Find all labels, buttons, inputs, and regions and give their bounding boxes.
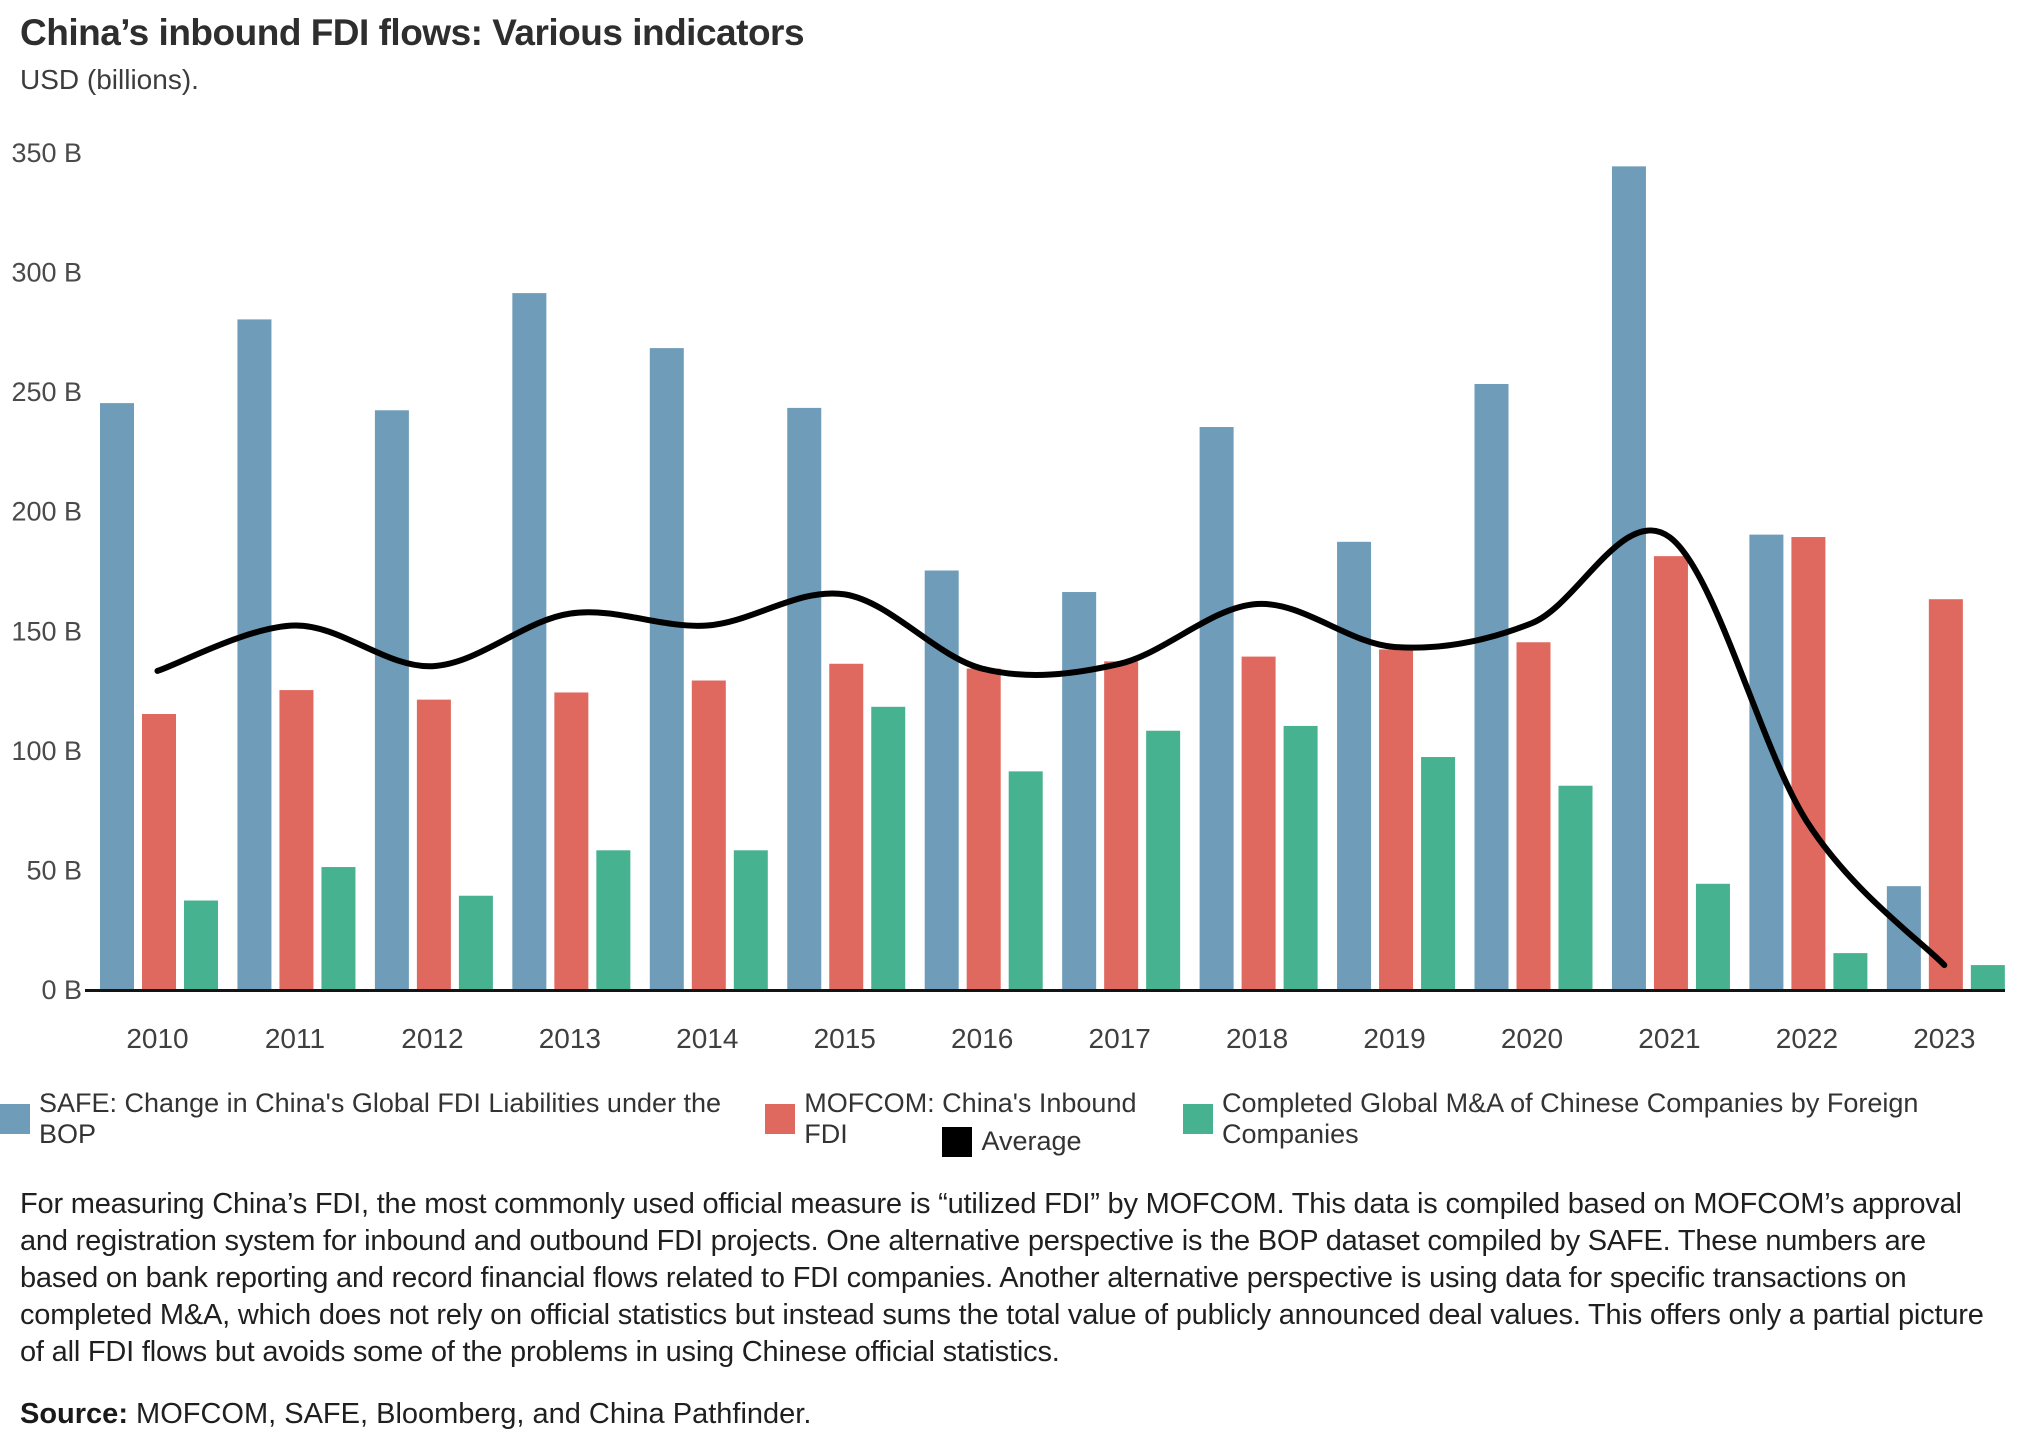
bar-0-2021	[1611, 166, 1646, 989]
bar-0-2012	[374, 410, 409, 989]
legend-swatch-safe	[0, 1104, 30, 1134]
bar-2-2022	[1833, 953, 1868, 989]
bar-2-2023	[1970, 965, 2005, 989]
bar-1-2012	[416, 699, 451, 989]
bar-2-2016	[1008, 771, 1043, 989]
bar-2-2019	[1421, 757, 1456, 989]
bar-1-2011	[279, 690, 314, 989]
bar-2-2011	[321, 867, 356, 989]
source-line: Source: MOFCOM, SAFE, Bloomberg, and Chi…	[20, 1398, 811, 1431]
bar-1-2013	[554, 692, 589, 989]
legend-item-ma: Completed Global M&A of Chinese Companie…	[1183, 1088, 2024, 1150]
bar-0-2011	[237, 319, 272, 990]
x-tick-label: 2023	[1913, 1023, 1975, 1054]
x-tick-label: 2014	[676, 1023, 738, 1054]
y-tick-label: 350 B	[11, 138, 82, 168]
bar-0-2020	[1474, 383, 1509, 989]
bar-1-2018	[1241, 656, 1276, 989]
y-tick-label: 100 B	[11, 736, 82, 766]
bar-2-2014	[733, 850, 768, 989]
source-label: Source:	[20, 1398, 128, 1430]
bar-1-2010	[142, 713, 176, 989]
bar-1-2021	[1653, 556, 1688, 989]
legend-item-mofcom: MOFCOM: China's Inbound FDI	[765, 1088, 1169, 1150]
bar-2-2020	[1558, 785, 1593, 989]
bar-2-2012	[458, 895, 493, 989]
x-tick-label: 2015	[814, 1023, 876, 1054]
x-tick-label: 2013	[539, 1023, 601, 1054]
y-tick-label: 50 B	[26, 855, 82, 885]
fdi-bar-chart: 0 B 50 B 100 B 150 B 200 B 250 B 300 B 350 B 201…	[11, 138, 2005, 1054]
y-tick-label: 300 B	[11, 258, 82, 288]
x-tick-label: 2017	[1089, 1023, 1151, 1054]
average-line	[154, 527, 1948, 969]
y-tick-label: 200 B	[11, 497, 82, 527]
x-tick-label: 2020	[1501, 1023, 1563, 1054]
bar-2-2021	[1695, 883, 1730, 989]
legend-label-average: Average	[981, 1126, 1082, 1156]
bar-0-2018	[1199, 427, 1234, 989]
legend-swatch-ma	[1183, 1104, 1214, 1134]
description-paragraph: For measuring China’s FDI, the most comm…	[20, 1188, 1984, 1368]
bar-0-2016	[924, 570, 959, 989]
bar-1-2020	[1516, 642, 1551, 989]
x-tick-label: 2012	[401, 1023, 463, 1054]
legend-row-average: Average	[0, 1126, 2024, 1157]
bar-2-2018	[1283, 725, 1318, 989]
x-tick-label: 2022	[1776, 1023, 1838, 1054]
bar-1-2014	[691, 680, 726, 989]
legend-row-series: SAFE: Change in China's Global FDI Liabi…	[0, 1088, 2024, 1150]
legend-item-average: Average	[942, 1126, 1082, 1157]
x-tick-label: 2016	[951, 1023, 1013, 1054]
legend-label-mofcom: MOFCOM: China's Inbound FDI	[804, 1088, 1137, 1149]
bar-0-2017	[1062, 592, 1097, 989]
bar-1-2019	[1379, 649, 1414, 989]
bar-2-2013	[596, 850, 631, 989]
bar-0-2013	[512, 293, 547, 989]
bar-1-2016	[966, 668, 1001, 989]
source-text: MOFCOM, SAFE, Bloomberg, and China Pathf…	[127, 1398, 812, 1430]
x-tick-label: 2010	[126, 1023, 188, 1054]
legend-label-safe: SAFE: Change in China's Global FDI Liabi…	[39, 1088, 722, 1149]
bar-1-2023	[1928, 599, 1963, 989]
x-tick-label: 2018	[1226, 1023, 1288, 1054]
bar-0-2014	[649, 348, 684, 989]
chart-subtitle: USD (billions).	[20, 64, 199, 95]
bar-2-2010	[184, 900, 218, 989]
bar-0-2015	[787, 407, 822, 990]
bar-2-2017	[1146, 730, 1181, 989]
chart-title: China’s inbound FDI flows: Various indic…	[20, 12, 805, 53]
bar-1-2017	[1104, 661, 1139, 989]
bar-0-2019	[1337, 541, 1372, 989]
legend-swatch-average	[942, 1126, 973, 1157]
x-tick-label: 2021	[1638, 1023, 1700, 1054]
legend-item-safe: SAFE: Change in China's Global FDI Liabi…	[0, 1088, 751, 1150]
y-tick-label: 0 B	[41, 975, 82, 1005]
bar-2-2015	[871, 706, 906, 989]
bar-0-2010	[100, 403, 134, 989]
y-tick-label: 150 B	[11, 616, 82, 646]
legend-swatch-mofcom	[765, 1104, 796, 1134]
x-tick-label: 2019	[1363, 1023, 1425, 1054]
legend-label-ma: Completed Global M&A of Chinese Companie…	[1222, 1088, 1919, 1149]
x-tick-label: 2011	[265, 1023, 325, 1054]
bar-1-2015	[829, 663, 864, 989]
y-tick-label: 250 B	[11, 377, 82, 407]
bar-1-2022	[1791, 537, 1826, 989]
